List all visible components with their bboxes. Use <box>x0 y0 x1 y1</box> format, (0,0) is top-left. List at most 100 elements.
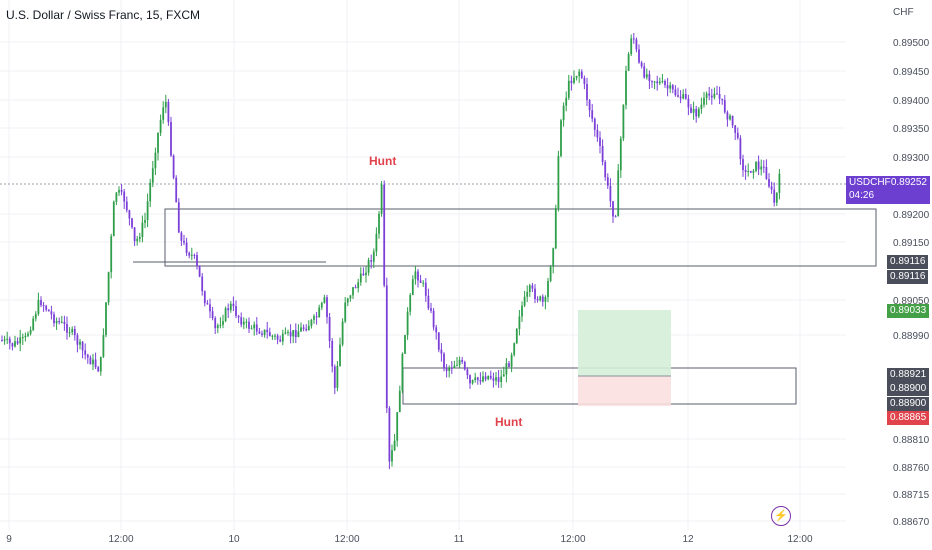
candle-body <box>526 291 529 297</box>
candle-body <box>242 321 245 325</box>
candle-body <box>271 335 274 337</box>
candle-body <box>170 122 172 156</box>
candle-body <box>567 80 570 98</box>
candle-body <box>136 238 139 242</box>
price-axis[interactable]: CHF 0.89500 0.89450 0.89400 0.89350 0.89300 0.… <box>893 7 930 528</box>
bar-countdown: 04:26 <box>849 190 875 201</box>
candle-body <box>219 324 222 326</box>
candle-body <box>658 81 661 84</box>
candle-body <box>177 202 180 233</box>
candle-body <box>492 378 495 381</box>
candle-body <box>365 272 367 276</box>
candle-body <box>599 137 601 146</box>
candle-body <box>289 331 292 337</box>
candle-body <box>440 349 443 354</box>
candle-body <box>687 98 690 108</box>
candle-body <box>710 95 713 98</box>
candle-body <box>731 115 734 126</box>
candle-body <box>755 161 757 171</box>
price-tick-label: 0.88715 <box>893 490 930 501</box>
candle-body <box>3 339 6 341</box>
candle-body <box>11 343 14 347</box>
candle-body <box>458 359 461 365</box>
candle-body <box>216 325 219 329</box>
candle-body <box>677 95 679 97</box>
candle-body <box>159 119 162 133</box>
candle-body <box>320 302 323 308</box>
candle-body <box>211 311 214 319</box>
candle-body <box>586 84 588 101</box>
price-tick-label: 0.88670 <box>893 517 930 528</box>
candle-body <box>612 201 614 217</box>
candle-body <box>627 54 630 71</box>
candle-body <box>68 332 71 334</box>
candle-body <box>352 287 354 296</box>
candle-body <box>521 305 523 317</box>
resistance-zone-box[interactable] <box>164 208 877 267</box>
price-tag: 0.88865 <box>887 411 930 425</box>
candle-body <box>372 251 375 262</box>
candle-body <box>339 344 341 366</box>
candle-body <box>209 304 211 312</box>
candle-body <box>614 216 617 218</box>
candle-body <box>164 101 167 108</box>
candle-body <box>495 377 497 381</box>
candle-body <box>66 323 68 333</box>
candle-body <box>92 359 94 365</box>
candle-body <box>146 201 149 220</box>
candle-body <box>172 155 175 178</box>
candle-body <box>588 100 591 111</box>
candle-body <box>214 318 217 329</box>
lightning-icon[interactable]: ⚡ <box>771 506 791 526</box>
candle-body <box>443 353 445 369</box>
candle-body <box>404 334 406 354</box>
candle-body <box>625 70 627 105</box>
candle-body <box>24 335 27 338</box>
price-tick-label: 0.89150 <box>893 238 930 249</box>
candle-body <box>508 363 510 367</box>
candle-body <box>138 237 141 239</box>
candle-body <box>300 327 302 332</box>
candle-body <box>463 361 466 370</box>
candle-body <box>656 81 659 84</box>
candle-body <box>430 308 432 311</box>
take-profit-zone[interactable] <box>578 310 671 376</box>
candle-body <box>318 307 321 318</box>
candle-body <box>188 252 191 256</box>
price-tick-label: 0.88810 <box>893 435 930 446</box>
candle-body <box>536 299 539 301</box>
candle-body <box>393 440 396 451</box>
candle-body <box>307 325 310 331</box>
stop-loss-zone[interactable] <box>578 376 671 406</box>
candle-body <box>29 329 32 334</box>
candle-body <box>398 390 401 413</box>
candle-body <box>89 357 92 365</box>
candle-body <box>456 364 458 366</box>
hunt-label-bottom: Hunt <box>495 415 523 429</box>
candle-body <box>86 354 89 358</box>
candle-body <box>414 271 417 280</box>
candle-body <box>60 321 63 323</box>
time-tick-label: 12:00 <box>108 534 133 545</box>
candle-body <box>560 120 562 156</box>
candle-body <box>450 367 453 369</box>
price-tick-label: 0.89450 <box>893 67 930 78</box>
candle-body <box>237 315 240 318</box>
candle-body <box>336 365 339 388</box>
candle-body <box>765 167 768 180</box>
candle-body <box>749 171 752 173</box>
candle-body <box>726 112 729 120</box>
candle-body <box>99 356 102 372</box>
symbol-price-tag: USDCHF 0.89252 04:26 <box>846 176 930 204</box>
candle-body <box>487 375 490 380</box>
time-tick-label: 11 <box>454 534 465 545</box>
candle-body <box>45 305 48 310</box>
candle-body <box>63 321 66 324</box>
candle-body <box>34 313 37 319</box>
candle-body <box>479 379 482 382</box>
candle-body <box>445 368 448 371</box>
price-tag: 0.88900 <box>887 382 930 396</box>
time-axis[interactable]: 9 12:00 10 12:00 11 12:00 12 12:00 <box>6 534 813 545</box>
candle-body <box>198 265 201 277</box>
